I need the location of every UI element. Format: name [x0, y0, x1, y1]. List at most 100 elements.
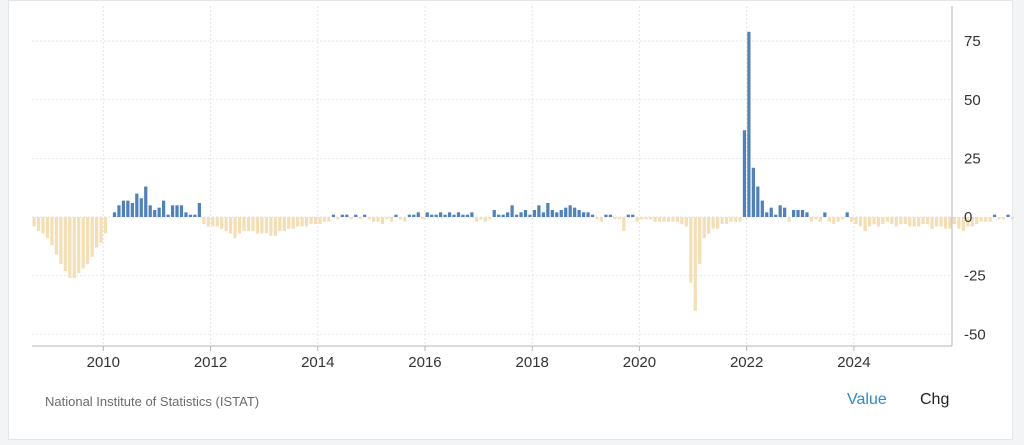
- bar: [166, 214, 170, 218]
- bar: [90, 217, 94, 257]
- bar: [939, 217, 943, 227]
- bar: [662, 217, 666, 222]
- bar: [872, 217, 876, 225]
- bar-chart: 75 50 25 0 -25 -50 2010 2012 2014 2016 2018 2020 202…: [32, 6, 1014, 371]
- bar: [961, 217, 965, 232]
- bar: [617, 217, 621, 220]
- bar: [979, 217, 983, 222]
- bar: [327, 217, 331, 222]
- x-tick-label: 2014: [301, 354, 334, 371]
- x-tick-label: 2018: [516, 354, 549, 371]
- bar: [425, 212, 429, 218]
- bar: [461, 214, 465, 218]
- bar: [649, 217, 653, 220]
- bar: [818, 217, 822, 222]
- bar: [470, 212, 474, 218]
- bar: [510, 205, 514, 218]
- bar: [211, 217, 215, 227]
- bar: [845, 212, 849, 218]
- bar: [103, 217, 108, 234]
- bar: [608, 214, 613, 218]
- bar: [854, 217, 858, 225]
- bar: [716, 217, 720, 229]
- bar: [184, 212, 188, 218]
- bar: [77, 217, 81, 274]
- bar: [81, 217, 85, 269]
- bar: [389, 217, 394, 222]
- bar: [242, 217, 246, 232]
- bar: [546, 202, 550, 218]
- bar: [175, 205, 179, 218]
- x-tick-label: 2012: [194, 354, 227, 371]
- bar: [698, 217, 702, 264]
- bar: [139, 198, 143, 218]
- bar: [345, 214, 349, 218]
- bar: [474, 217, 478, 222]
- bar: [912, 217, 916, 227]
- bar: [586, 212, 590, 218]
- bar: [318, 217, 322, 225]
- bar: [796, 210, 800, 218]
- bar: [99, 217, 103, 243]
- bar: [179, 205, 184, 218]
- bar: [282, 217, 286, 232]
- bar: [787, 217, 791, 222]
- chg-button[interactable]: Chg: [920, 391, 950, 408]
- bar: [653, 217, 657, 222]
- bar: [867, 217, 872, 227]
- bar: [952, 217, 957, 225]
- bar: [220, 217, 224, 229]
- bar: [193, 214, 197, 218]
- bar: [287, 217, 291, 229]
- bar: [881, 217, 885, 225]
- bar: [724, 217, 729, 225]
- bar: [309, 217, 313, 225]
- bar: [666, 217, 671, 222]
- axis-layer: [32, 6, 953, 351]
- bar: [814, 217, 818, 220]
- bar: [581, 212, 586, 218]
- value-button[interactable]: Value: [847, 391, 887, 408]
- bar: [363, 214, 367, 218]
- bar: [95, 217, 99, 248]
- bar: [354, 214, 358, 218]
- bar: [876, 217, 881, 227]
- x-tick-label: 2016: [408, 354, 441, 371]
- bar: [322, 217, 327, 222]
- bar: [430, 214, 434, 218]
- bar: [863, 217, 867, 232]
- bar: [537, 205, 541, 218]
- bar: [380, 217, 385, 225]
- bar: [760, 200, 764, 218]
- bar: [202, 217, 206, 225]
- bar: [32, 217, 36, 227]
- bar: [993, 214, 997, 218]
- bar: [604, 214, 608, 218]
- bar: [742, 130, 747, 218]
- bar: [707, 217, 711, 234]
- bar: [528, 214, 532, 218]
- bar: [233, 217, 237, 239]
- y-tick-label: -50: [964, 326, 986, 343]
- bar: [251, 217, 255, 232]
- bar: [456, 212, 461, 218]
- bar: [394, 214, 398, 218]
- bar: [832, 217, 836, 225]
- bar: [747, 31, 751, 218]
- bar: [966, 217, 970, 227]
- bar: [224, 217, 228, 232]
- bar: [622, 217, 626, 232]
- bar: [206, 217, 210, 227]
- y-tick-label: 50: [964, 92, 981, 109]
- bar: [908, 217, 912, 227]
- bar: [135, 193, 139, 218]
- bar: [506, 212, 510, 218]
- bar: [45, 217, 50, 239]
- bar: [711, 217, 715, 229]
- bar: [559, 210, 563, 218]
- bar: [809, 217, 814, 222]
- bar: [36, 217, 41, 232]
- bar: [300, 217, 304, 227]
- bar: [170, 205, 175, 218]
- bar: [447, 212, 452, 218]
